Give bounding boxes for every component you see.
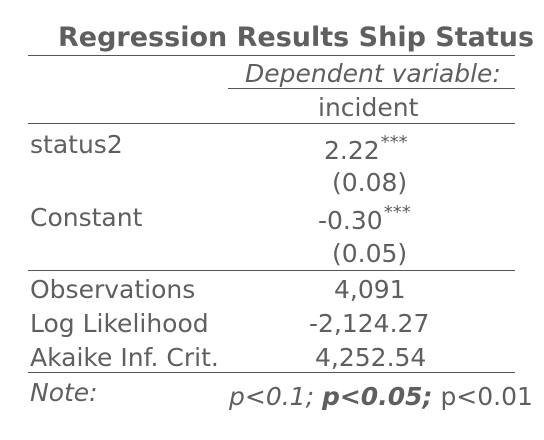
coef-se-constant: (0.05) <box>332 239 408 268</box>
note-label: Note: <box>30 378 98 407</box>
dependent-variable-name: incident <box>318 93 419 122</box>
note-p-0-05: p<0.05; <box>321 382 433 411</box>
stat-value-observations: 4,091 <box>334 275 406 304</box>
note-significance: p<0.1; p<0.05; p<0.01 <box>229 384 533 409</box>
significance-stars: *** <box>383 202 411 223</box>
stat-label-log-likelihood: Log Likelihood <box>30 309 209 338</box>
table-title: Regression Results Ship Status <box>58 22 535 53</box>
bottom-rule <box>28 372 515 373</box>
dependent-variable-label: Dependent variable: <box>245 59 501 88</box>
stat-value-aic: 4,252.54 <box>315 343 427 372</box>
note-p-0-1: p<0.1; <box>229 382 314 411</box>
coef-estimate-status2: 2.22*** <box>324 134 408 165</box>
coef-estimate-value: 2.22 <box>324 136 380 165</box>
note-p-0-01: p<0.01 <box>440 382 533 411</box>
stats-rule <box>28 270 515 271</box>
coef-label-constant: Constant <box>30 203 143 232</box>
dependent-rule <box>228 88 515 89</box>
coef-estimate-value: -0.30 <box>318 206 383 235</box>
top-rule <box>28 55 515 56</box>
significance-stars: *** <box>380 132 408 153</box>
stat-label-observations: Observations <box>30 275 196 304</box>
coef-label-status2: status2 <box>30 130 123 159</box>
stat-label-aic: Akaike Inf. Crit. <box>30 343 219 372</box>
coef-se-status2: (0.08) <box>332 168 408 197</box>
coef-estimate-constant: -0.30*** <box>318 204 411 235</box>
stat-value-log-likelihood: -2,124.27 <box>309 309 430 338</box>
header-rule <box>28 123 515 124</box>
